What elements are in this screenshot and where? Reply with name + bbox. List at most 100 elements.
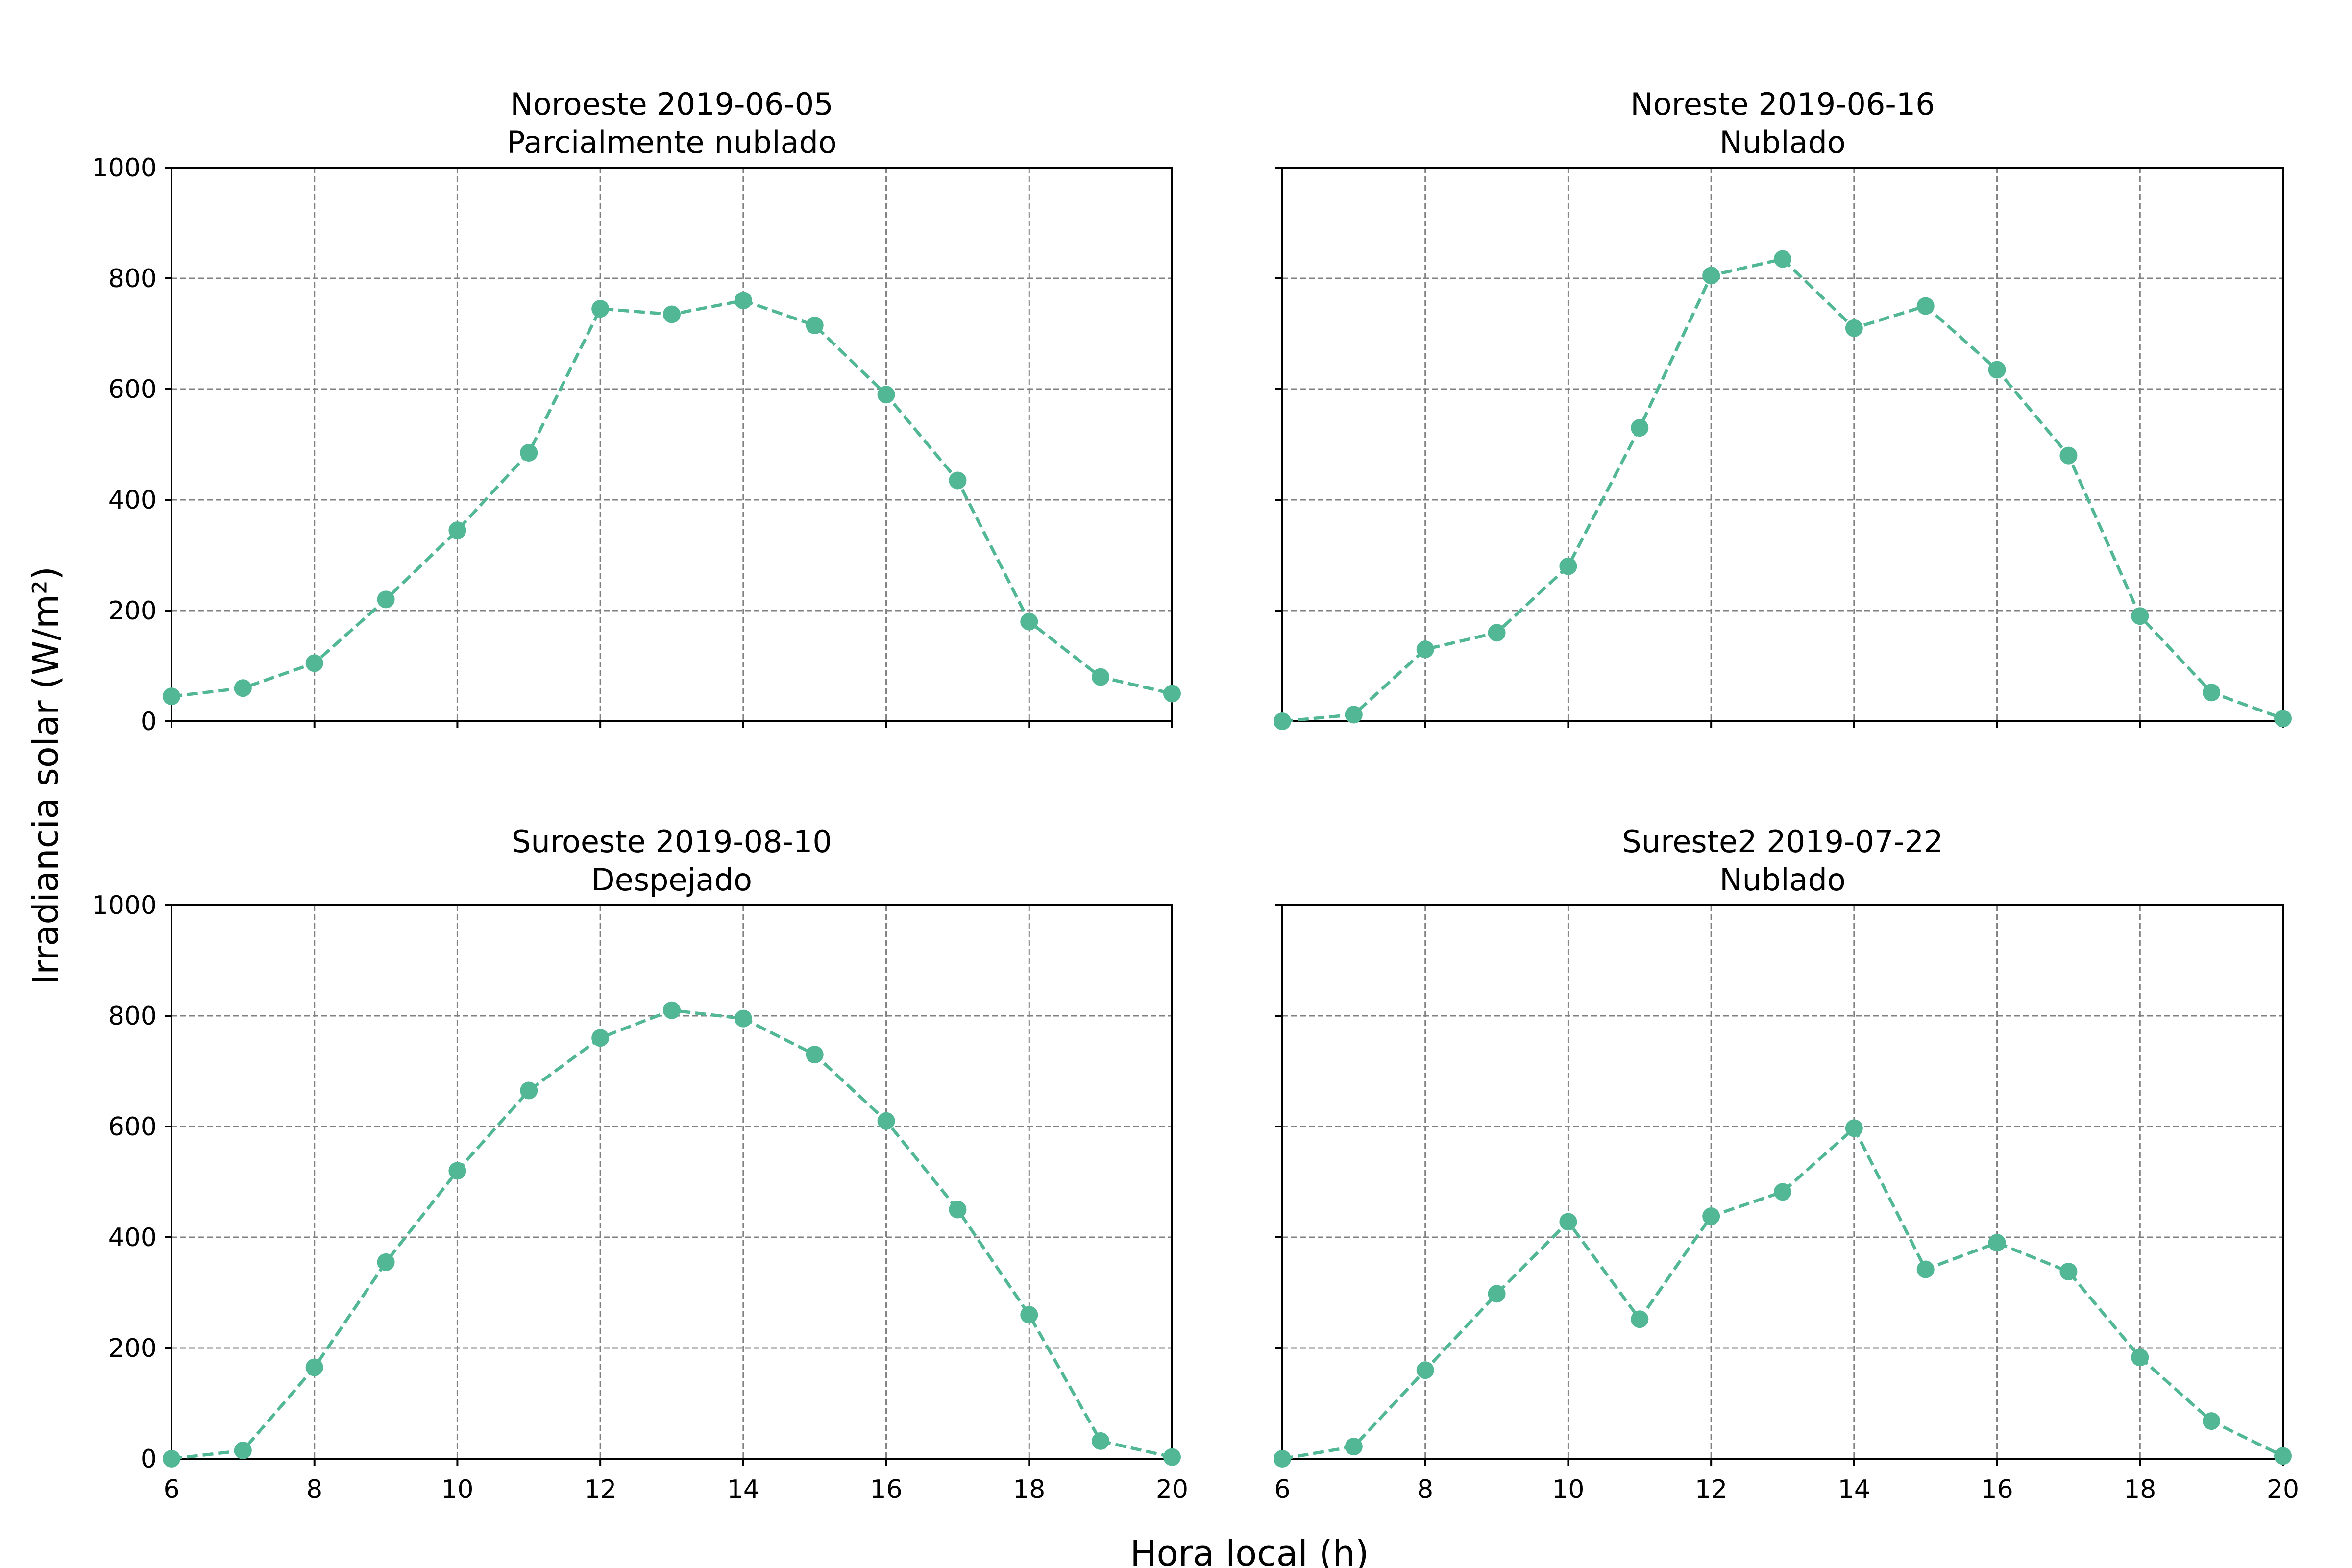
data-point — [806, 317, 824, 335]
x-tick-label: 8 — [1417, 1475, 1433, 1504]
y-tick-label: 200 — [108, 596, 157, 626]
x-tick-label: 16 — [870, 1475, 902, 1504]
data-point — [1488, 1285, 1506, 1303]
series-line — [171, 1008, 1173, 1461]
data-point — [2059, 446, 2078, 465]
data-point — [1702, 1207, 1720, 1225]
x-tick-label: 8 — [306, 1475, 322, 1504]
y-tick-label: 800 — [108, 1002, 157, 1031]
data-point — [448, 1162, 466, 1180]
data-point — [1416, 640, 1434, 659]
data-point — [1163, 685, 1181, 703]
x-tick-label: 18 — [2124, 1475, 2156, 1504]
data-point — [1631, 419, 1649, 437]
subplot-subtitle: Despejado — [591, 862, 752, 898]
data-point — [1092, 668, 1110, 686]
data-point — [305, 654, 323, 672]
subplot-title: Noroeste 2019-06-05 — [510, 86, 833, 122]
data-point — [1559, 557, 1577, 575]
data-point — [163, 1450, 180, 1468]
data-point — [734, 292, 752, 310]
data-point — [1020, 612, 1038, 631]
y-tick-label: 0 — [141, 1445, 157, 1474]
data-point — [877, 386, 895, 404]
subplot-subtitle: Nublado — [1719, 124, 1846, 160]
x-tick-label: 10 — [441, 1475, 473, 1504]
axes-frame — [1281, 167, 2284, 722]
data-point — [1988, 1234, 2006, 1252]
data-point — [949, 1200, 967, 1219]
data-point — [1774, 250, 1791, 268]
data-point — [1845, 319, 1863, 337]
x-tick-label: 6 — [163, 1475, 179, 1504]
data-point — [1345, 706, 1363, 724]
y-tick-label: 600 — [108, 375, 157, 404]
data-point — [2274, 1447, 2292, 1465]
data-point — [663, 305, 681, 323]
data-point — [234, 1442, 252, 1460]
data-point — [1416, 1361, 1434, 1379]
subplot-title: Sureste2 2019-07-22 — [1622, 824, 1943, 859]
data-point — [2131, 1348, 2149, 1367]
data-point — [2203, 684, 2221, 702]
data-point — [663, 1001, 681, 1019]
y-tick-label: 400 — [108, 1223, 157, 1252]
data-point — [1774, 1183, 1791, 1201]
series-line — [1282, 257, 2284, 723]
data-point — [1274, 1450, 1291, 1468]
data-point — [2203, 1412, 2221, 1430]
axes-frame — [1281, 904, 2284, 1460]
x-tick-label: 14 — [1838, 1475, 1870, 1504]
y-tick-label: 1000 — [92, 891, 157, 920]
x-tick-label: 12 — [1695, 1475, 1727, 1504]
data-point — [734, 1009, 752, 1028]
y-tick-label: 800 — [108, 264, 157, 294]
data-point — [1274, 712, 1291, 730]
data-point — [377, 1253, 395, 1271]
x-tick-label: 12 — [584, 1475, 616, 1504]
data-point — [591, 1029, 610, 1047]
data-point — [2274, 710, 2292, 728]
data-point — [1020, 1306, 1038, 1324]
data-point — [448, 521, 466, 539]
subplot-subtitle: Parcialmente nublado — [507, 124, 837, 160]
x-tick-label: 10 — [1552, 1475, 1584, 1504]
data-point — [1488, 624, 1506, 642]
x-tick-label: 20 — [1156, 1475, 1188, 1504]
data-point — [591, 300, 610, 318]
x-tick-label: 14 — [727, 1475, 760, 1504]
data-point — [377, 590, 395, 609]
data-point — [520, 443, 538, 462]
data-point — [877, 1112, 895, 1130]
data-point — [1631, 1310, 1649, 1328]
data-point — [163, 687, 180, 706]
x-tick-label: 18 — [1013, 1475, 1045, 1504]
y-tick-label: 1000 — [92, 153, 157, 183]
x-tick-label: 16 — [1981, 1475, 2013, 1504]
figure-ylabel: Irradiancia solar (W/m²) — [25, 566, 66, 985]
data-point — [1345, 1438, 1363, 1456]
subplot-title: Suroeste 2019-08-10 — [512, 824, 832, 859]
data-point — [1916, 297, 1935, 315]
data-point — [2131, 607, 2149, 625]
x-tick-label: 20 — [2267, 1475, 2299, 1504]
data-point — [234, 679, 252, 697]
data-point — [305, 1358, 323, 1376]
subplot-title: Noreste 2019-06-16 — [1630, 86, 1935, 122]
data-point — [2059, 1263, 2078, 1281]
y-tick-label: 400 — [108, 486, 157, 515]
data-point — [1702, 267, 1720, 285]
data-point — [1559, 1213, 1577, 1231]
data-point — [806, 1046, 824, 1064]
x-tick-label: 6 — [1274, 1475, 1290, 1504]
data-point — [1845, 1119, 1863, 1137]
data-point — [1092, 1432, 1110, 1450]
figure-xlabel: Hora local (h) — [1130, 1533, 1369, 1568]
axes-frame — [171, 904, 1173, 1460]
data-point — [1988, 361, 2006, 379]
y-tick-label: 200 — [108, 1334, 157, 1363]
